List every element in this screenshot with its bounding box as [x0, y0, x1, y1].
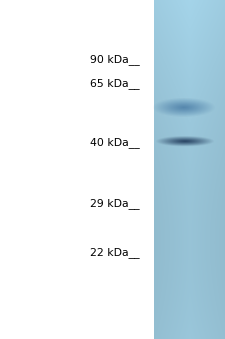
- Text: 40 kDa__: 40 kDa__: [90, 137, 140, 148]
- Text: 65 kDa__: 65 kDa__: [90, 78, 140, 88]
- Text: 22 kDa__: 22 kDa__: [90, 247, 140, 258]
- Text: 29 kDa__: 29 kDa__: [90, 198, 140, 209]
- Text: 90 kDa__: 90 kDa__: [90, 54, 140, 65]
